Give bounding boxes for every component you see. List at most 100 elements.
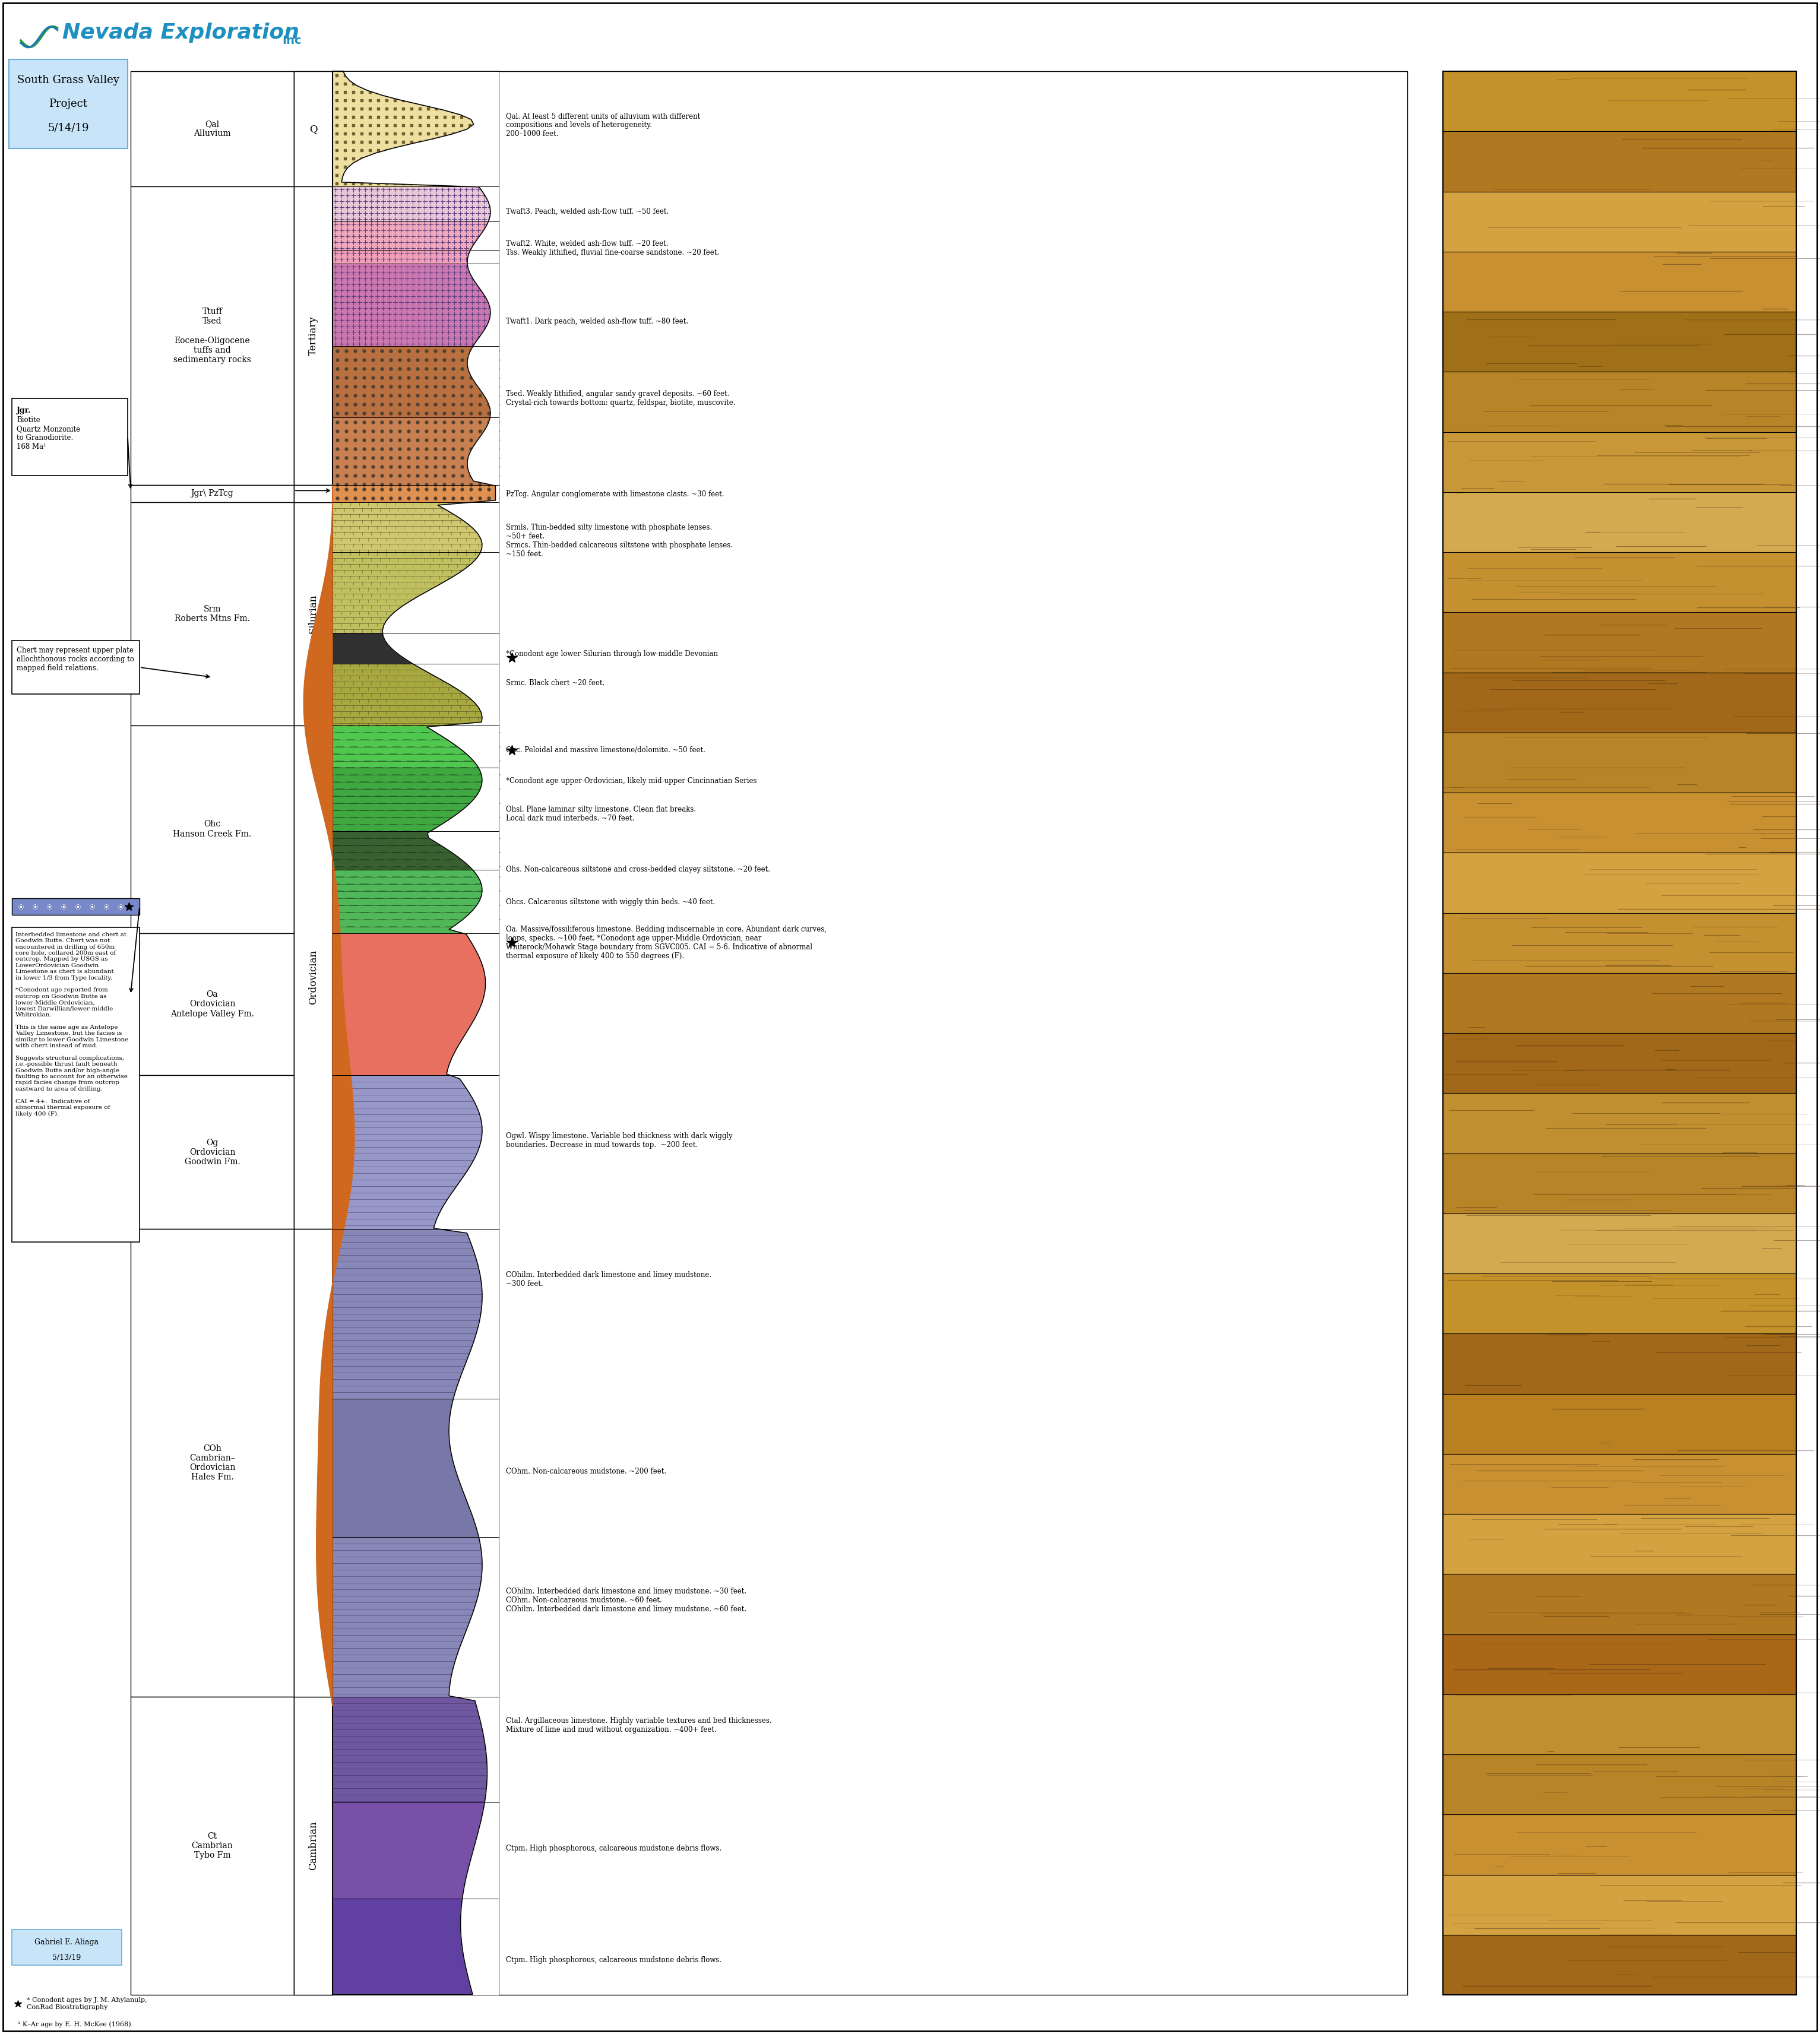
Bar [333,484,499,502]
Bar [1443,1755,1796,1814]
Bar [333,1696,499,1802]
Bar [1443,551,1796,612]
Text: Og
Ordovician
Goodwin Fm.: Og Ordovician Goodwin Fm. [184,1139,240,1165]
Bar [295,187,333,484]
Bar [333,633,499,663]
Text: Qal
Alluvium: Qal Alluvium [193,120,231,138]
Text: * Conodont ages by J. M. Ahylanulp,
ConRad Biostratigraphy: * Conodont ages by J. M. Ahylanulp, ConR… [27,1997,147,2010]
Text: Ohsl. Plane laminar silty limestone. Clean flat breaks.
Local dark mud interbeds: Ohsl. Plane laminar silty limestone. Cle… [506,805,695,822]
Bar [131,502,295,726]
Bar [333,1399,499,1538]
Text: *Conodont age lower-Silurian through low-middle Devonian: *Conodont age lower-Silurian through low… [506,651,717,657]
Bar [333,250,499,264]
Bar [333,934,499,1076]
Text: Ctpm. High phosphorous, calcareous mudstone debris flows.: Ctpm. High phosphorous, calcareous mudst… [506,1957,721,1965]
Bar [499,71,1407,1995]
Text: Nevada Exploration: Nevada Exploration [62,22,298,43]
Bar [1443,1574,1796,1635]
Bar [1443,1273,1796,1334]
Bar [1443,732,1796,793]
Text: Srmc. Black chert ~20 feet.: Srmc. Black chert ~20 feet. [506,679,604,687]
Bar [1443,71,1796,132]
Text: Ctpm. High phosphorous, calcareous mudstone debris flows.: Ctpm. High phosphorous, calcareous mudst… [506,1845,721,1853]
Text: COhm. Non-calcareous mudstone. ~200 feet.: COhm. Non-calcareous mudstone. ~200 feet… [506,1469,666,1475]
Text: Ordovician: Ordovician [308,950,318,1005]
Text: Ttuff
Tsed

Eocene-Oligocene
tuffs and
sedimentary rocks: Ttuff Tsed Eocene-Oligocene tuffs and se… [173,307,251,364]
Text: Ohs. Non-calcareous siltstone and cross-bedded clayey siltstone. ~20 feet.: Ohs. Non-calcareous siltstone and cross-… [506,866,770,873]
Bar [131,484,295,502]
Text: 5/13/19: 5/13/19 [53,1953,82,1961]
Bar [1443,673,1796,732]
Bar [131,187,295,484]
Text: Chert may represent upper plate
allochthonous rocks according to
mapped field re: Chert may represent upper plate allochth… [16,647,135,671]
Bar [1443,913,1796,974]
Bar [1443,1214,1796,1273]
Bar [333,1229,499,1399]
Text: Silurian: Silurian [308,594,318,633]
Text: Srm
Roberts Mtns Fm.: Srm Roberts Mtns Fm. [175,604,249,622]
Bar [333,726,499,767]
Text: South Grass Valley: South Grass Valley [16,75,120,85]
Bar [1443,1814,1796,1875]
Bar [333,222,499,250]
Text: COh
Cambrian–
Ordovician
Hales Fm.: COh Cambrian– Ordovician Hales Fm. [189,1444,235,1481]
Bar [333,1802,499,1898]
Bar [13,899,140,915]
Text: Twaft3. Peach, welded ash-flow tuff. ~50 feet.: Twaft3. Peach, welded ash-flow tuff. ~50… [506,207,668,216]
Bar [1443,71,1796,1995]
Bar [1443,972,1796,1033]
Text: Ogwl. Wispy limestone. Variable bed thickness with dark wiggly
boundaries. Decre: Ogwl. Wispy limestone. Variable bed thic… [506,1133,733,1149]
Bar [333,832,499,869]
Bar [295,502,333,726]
Bar [295,484,333,502]
Text: Qal. At least 5 different units of alluvium with different
compositions and leve: Qal. At least 5 different units of alluv… [506,112,701,138]
Bar [333,71,499,1995]
Text: Interbedded limestone and chert at
Goodwin Butte. Chert was not
encountered in d: Interbedded limestone and chert at Goodw… [15,932,129,1117]
Bar [131,934,295,1076]
Polygon shape [304,484,355,1707]
Bar [1443,612,1796,673]
Bar [1443,1334,1796,1393]
Bar [131,1229,295,1696]
Bar [333,1898,499,1995]
Text: COhilm. Interbedded dark limestone and limey mudstone. ~30 feet.
COhm. Non-calca: COhilm. Interbedded dark limestone and l… [506,1589,746,1613]
Bar [13,1930,122,1965]
Text: Srmls. Thin-bedded silty limestone with phosphate lenses.
~50+ feet.
Srmcs. Thin: Srmls. Thin-bedded silty limestone with … [506,523,733,557]
Text: Cambrian: Cambrian [308,1820,318,1871]
Bar [1443,431,1796,492]
Text: Ct
Cambrian
Tybo Fm: Ct Cambrian Tybo Fm [191,1833,233,1859]
Text: *Conodont age upper-Ordovician, likely mid-upper Cincinnatian Series: *Conodont age upper-Ordovician, likely m… [506,777,757,785]
Bar [333,71,499,187]
Bar [333,502,499,551]
Bar [295,71,333,1995]
Text: Jgr.: Jgr. [16,407,31,415]
Bar [1443,1934,1796,1995]
Text: Gabriel E. Aliaga: Gabriel E. Aliaga [35,1938,98,1947]
Bar [295,71,333,187]
Text: Q: Q [309,124,317,134]
Text: PzTcg. Angular conglomerate with limestone clasts. ~30 feet.: PzTcg. Angular conglomerate with limesto… [506,490,724,498]
Text: Ctal. Argillaceous limestone. Highly variable textures and bed thicknesses.
Mixt: Ctal. Argillaceous limestone. Highly var… [506,1717,772,1733]
Bar [131,1696,295,1995]
Bar [295,726,333,1229]
Bar [13,399,127,476]
Bar [1443,1454,1796,1515]
Bar [333,869,499,934]
Text: Twaft1. Dark peach, welded ash-flow tuff. ~80 feet.: Twaft1. Dark peach, welded ash-flow tuff… [506,317,688,325]
Text: Tertiary: Tertiary [308,315,318,356]
Bar [333,346,499,417]
Text: COhilm. Interbedded dark limestone and limey mudstone.
~300 feet.: COhilm. Interbedded dark limestone and l… [506,1271,712,1288]
Bar [1443,1092,1796,1153]
Bar [1443,1694,1796,1755]
Bar [13,928,140,1243]
Bar [295,1696,333,1995]
Text: 5/14/19: 5/14/19 [47,122,89,132]
Bar [333,1076,499,1229]
Text: Project: Project [49,98,87,110]
Text: ¹ K–Ar age by E. H. McKee (1968).: ¹ K–Ar age by E. H. McKee (1968). [18,2022,133,2028]
Bar [13,641,140,694]
Bar [1443,132,1796,191]
Bar [1443,191,1796,252]
Polygon shape [342,71,499,1995]
Text: Ohcs. Calcareous siltstone with wiggly thin beds. ~40 feet.: Ohcs. Calcareous siltstone with wiggly t… [506,899,715,905]
